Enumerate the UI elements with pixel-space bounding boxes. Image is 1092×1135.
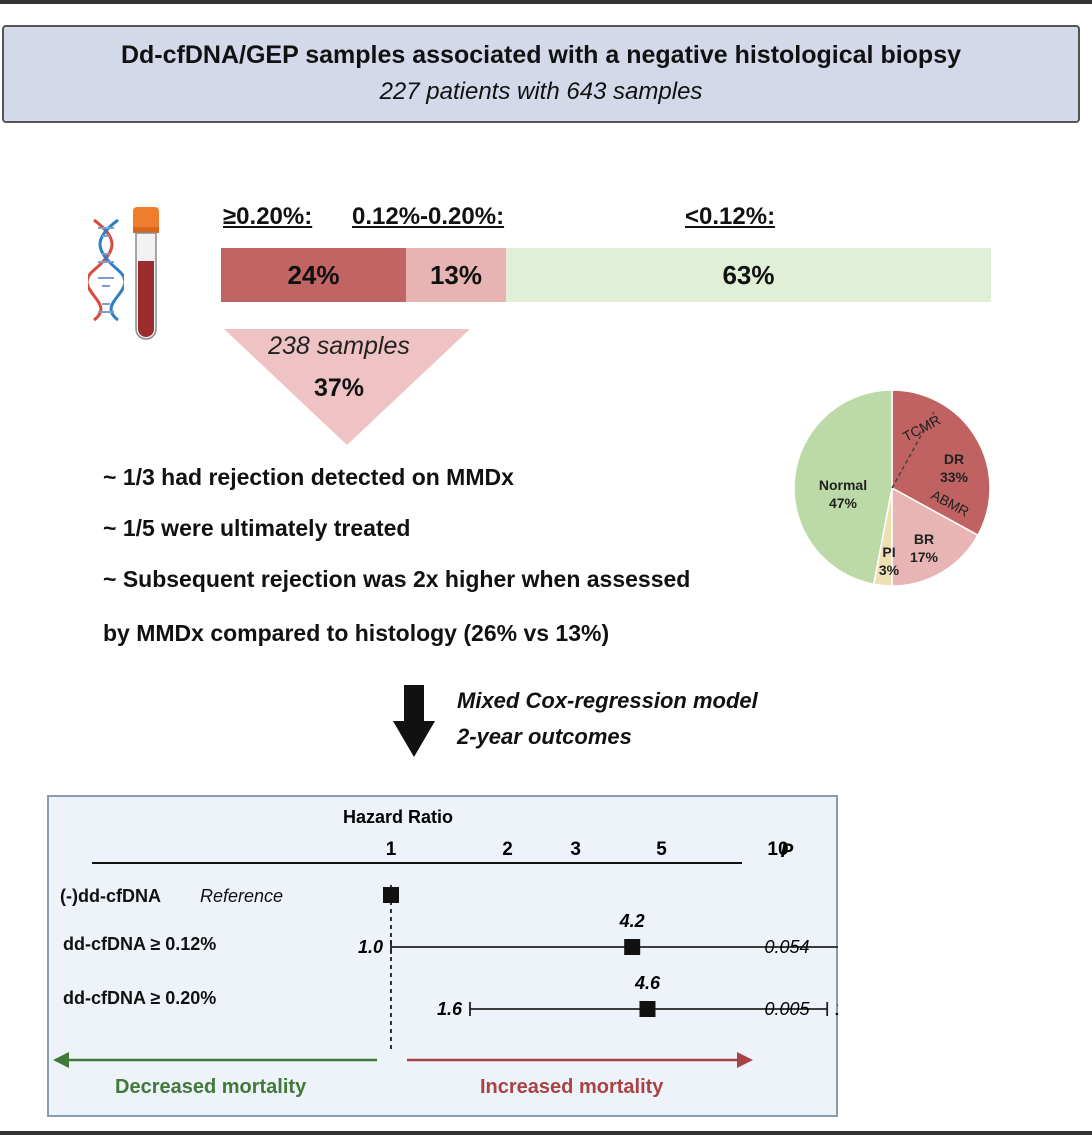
down-arrow-icon bbox=[393, 685, 435, 757]
finding-2: ~ 1/5 were ultimately treated bbox=[103, 515, 411, 541]
forest-row-note-reference: Reference bbox=[200, 886, 284, 906]
bottom-rule bbox=[0, 1131, 1092, 1135]
pie-slice-normal bbox=[793, 389, 893, 586]
forest-tick-label-2: 2 bbox=[502, 839, 513, 860]
bar-segment-mid: 13% bbox=[406, 248, 506, 302]
pie-label-normal: Normal 47% bbox=[808, 476, 878, 512]
top-rule bbox=[0, 0, 1092, 4]
increased-mortality-label: Increased mortality bbox=[480, 1076, 664, 1098]
threshold-label-low: <0.12%: bbox=[685, 203, 776, 230]
mmdx-pie-chart: TCMR ABMR bbox=[793, 389, 991, 587]
ci-low-label-012: 1.0 bbox=[358, 937, 383, 957]
forest-tick-label-1: 1 bbox=[386, 839, 397, 860]
hr-marker-012 bbox=[624, 939, 641, 955]
pie-label-br: BR 17% bbox=[904, 530, 944, 566]
forest-tick-label-10: 10 bbox=[767, 839, 788, 860]
forest-row-label-020: dd-cfDNA ≥ 0.20% bbox=[63, 988, 217, 1008]
samples-triangle bbox=[224, 329, 470, 445]
pie-label-pi-value: 3% bbox=[878, 562, 900, 578]
hr-marker-020 bbox=[639, 1001, 656, 1017]
forest-row-label-reference: (-)dd-cfDNA bbox=[60, 886, 161, 906]
threshold-label-mid: 0.12%-0.20%: bbox=[352, 203, 505, 230]
hr-label-020: 4.6 bbox=[634, 973, 661, 993]
blood-tube-icon bbox=[133, 207, 159, 340]
forest-row-label-012: dd-cfDNA ≥ 0.12% bbox=[63, 934, 217, 954]
pie-label-normal-value: 47% bbox=[828, 495, 858, 511]
pie-divider-line bbox=[891, 411, 935, 489]
hr-marker-reference bbox=[383, 887, 399, 903]
finding-1: ~ 1/3 had rejection detected on MMDx bbox=[103, 464, 514, 490]
pie-slice-br bbox=[891, 486, 979, 587]
ci-high-label-020: 13.4 bbox=[835, 999, 838, 1019]
forest-tick-label-3: 3 bbox=[570, 839, 581, 860]
bar-segment-high: 24% bbox=[221, 248, 406, 302]
finding-3: ~ Subsequent rejection was 2x higher whe… bbox=[103, 566, 691, 592]
pie-slice-dr bbox=[891, 389, 991, 537]
forest-tick-label-5: 5 bbox=[656, 839, 667, 860]
triangle-samples: 238 samples bbox=[268, 332, 410, 360]
triangle-percent: 37% bbox=[313, 374, 365, 402]
header-box: Dd-cfDNA/GEP samples associated with a n… bbox=[2, 25, 1080, 123]
pie-label-dr: DR 33% bbox=[929, 450, 979, 486]
forest-title: Hazard Ratio bbox=[343, 807, 453, 827]
header-title: Dd-cfDNA/GEP samples associated with a n… bbox=[120, 41, 962, 69]
header-subtitle: 227 patients with 643 samples bbox=[379, 78, 703, 105]
decreased-arrow-head bbox=[53, 1052, 69, 1068]
dna-icon bbox=[88, 218, 124, 322]
bar-segment-low: 63% bbox=[506, 248, 991, 302]
model-line-2: 2-year outcomes bbox=[457, 724, 632, 749]
pie-label-pi-name: PI bbox=[882, 544, 896, 560]
pie-label-pi: PI 3% bbox=[872, 543, 906, 579]
decreased-mortality-label: Decreased mortality bbox=[115, 1076, 307, 1098]
forest-plot-box bbox=[47, 795, 838, 1117]
ci-low-label-020: 1.6 bbox=[437, 999, 463, 1019]
hr-label-012: 4.2 bbox=[619, 911, 645, 931]
threshold-label-high: ≥0.20%: bbox=[223, 203, 313, 230]
model-line-1: Mixed Cox-regression model bbox=[457, 688, 758, 713]
pie-label-br-value: 17% bbox=[909, 549, 939, 565]
pie-label-dr-name: DR bbox=[943, 451, 965, 467]
finding-4: by MMDx compared to histology (26% vs 13… bbox=[103, 620, 610, 646]
pie-label-normal-name: Normal bbox=[818, 477, 868, 493]
increased-arrow-head bbox=[737, 1052, 753, 1068]
pie-label-dr-value: 33% bbox=[939, 469, 969, 485]
p-header: P bbox=[781, 841, 794, 862]
pie-label-br-name: BR bbox=[913, 531, 935, 547]
p-value-020: 0.005 bbox=[764, 999, 810, 1019]
p-value-012: 0.054 bbox=[764, 937, 809, 957]
